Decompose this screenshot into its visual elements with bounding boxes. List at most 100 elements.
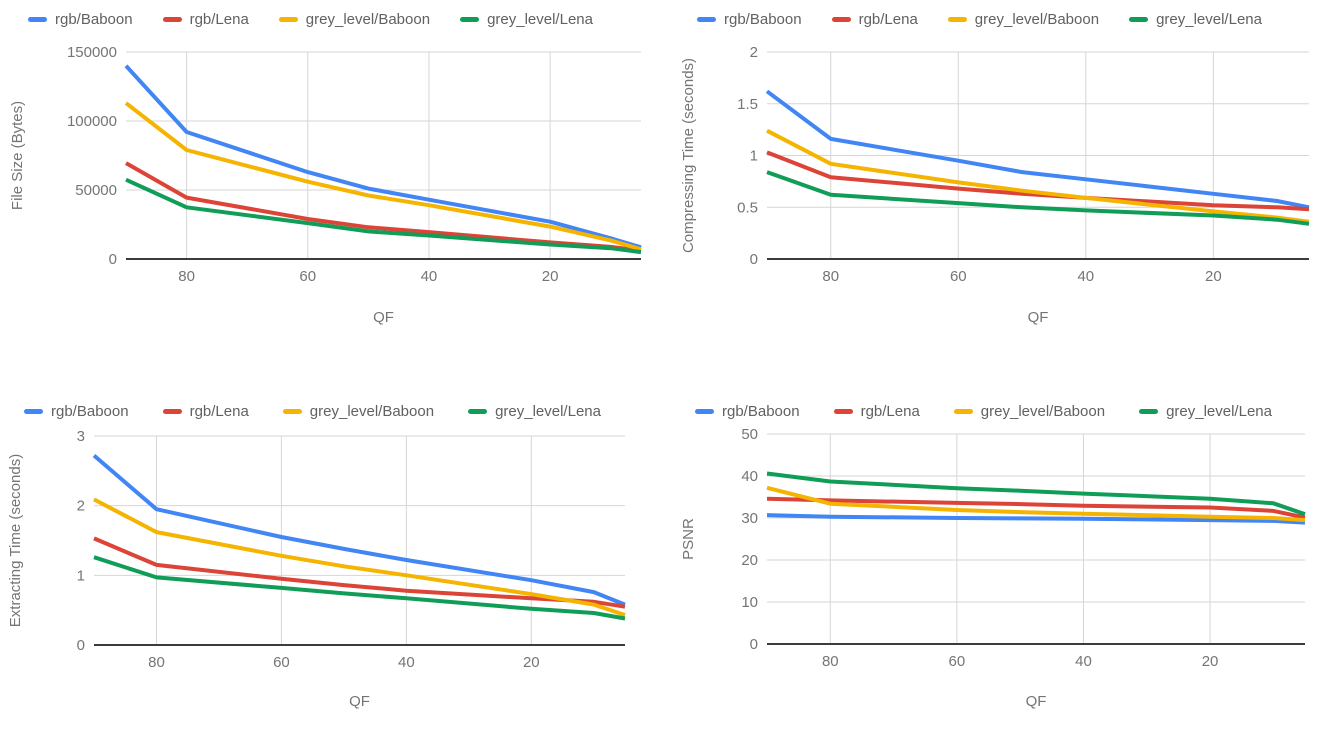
legend-item-rgb-baboon[interactable]: rgb/Baboon (695, 404, 800, 419)
x-tick-label: 80 (178, 268, 195, 285)
series-line-grey-level-baboon (93, 497, 626, 617)
y-tick-label: 0 (109, 251, 117, 268)
y-tick-label: 3 (77, 428, 85, 445)
y-axis-title: PSNR (680, 518, 697, 560)
legend-item-rgb-baboon[interactable]: rgb/Baboon (697, 12, 802, 27)
legend-item-grey-level-baboon[interactable]: grey_level/Baboon (282, 403, 435, 420)
series-line-rgb-lena (766, 150, 1310, 212)
x-tick-label: 40 (1075, 653, 1092, 670)
series-line-rgb-baboon (92, 453, 626, 607)
legend-swatch-icon (460, 17, 480, 22)
y-axis-title: File Size (Bytes) (9, 101, 26, 210)
legend-label: grey_level/Lena (487, 11, 593, 28)
legend-label: rgb/Baboon (722, 403, 800, 420)
legend-swatch-icon (162, 17, 182, 22)
series-line-grey-level-baboon (766, 128, 1310, 224)
series-line-rgb-baboon (765, 89, 1310, 210)
legend-swatch-icon (28, 17, 47, 22)
x-tick-label: 20 (542, 268, 559, 285)
y-axis-title: Extracting Time (seconds) (7, 454, 24, 627)
y-tick-label: 100000 (67, 113, 117, 130)
legend-label: rgb/Baboon (51, 403, 129, 420)
y-tick-label: 0 (77, 637, 85, 654)
legend-label: grey_level/Baboon (974, 11, 1100, 28)
chart-cell-file-size: 80 60 40 20 0 50000 100000 150000 File Size (Byt… (0, 0, 665, 366)
x-tick-label: 80 (822, 653, 839, 670)
x-tick-label: 80 (148, 654, 165, 671)
legend-item-grey-level-lena[interactable]: grey_level/Lena (468, 404, 601, 419)
series-line-rgb-baboon (766, 513, 1306, 525)
series-line-grey-level-lena (125, 177, 642, 255)
legend-label: rgb/Lena (189, 11, 249, 28)
legend-item-grey-level-lena[interactable]: grey_level/Lena (460, 12, 593, 27)
series-line-grey-level-baboon (124, 101, 642, 252)
legend-label: grey_level/Lena (495, 403, 601, 420)
series-line-grey-level-lena (93, 555, 626, 621)
y-tick-label: 2 (77, 498, 85, 515)
y-tick-label: 10 (741, 594, 758, 611)
legend-label: rgb/Baboon (55, 11, 133, 28)
legend-compressing-time: rgb/Baboon rgb/Lena grey_level/Baboon grey_… (697, 12, 1262, 27)
series-line-grey-level-lena (766, 170, 1310, 226)
y-tick-label: 30 (741, 510, 758, 527)
x-tick-label: 20 (1202, 653, 1219, 670)
legend-swatch-icon (953, 409, 973, 414)
y-tick-label: 1 (77, 567, 85, 584)
legend-item-grey-level-lena[interactable]: grey_level/Lena (1139, 404, 1272, 419)
legend-file-size: rgb/Baboon rgb/Lena grey_level/Baboon grey_… (28, 12, 593, 27)
legend-psnr: rgb/Baboon rgb/Lena grey_level/Baboon grey_… (695, 404, 1272, 419)
legend-label: rgb/Lena (858, 11, 918, 28)
legend-swatch-icon (947, 17, 967, 22)
y-tick-label: 50000 (75, 182, 117, 199)
x-axis-title: QF (349, 693, 370, 710)
x-tick-label: 40 (398, 654, 415, 671)
legend-label: grey_level/Baboon (980, 403, 1106, 420)
x-tick-label: 80 (822, 268, 839, 285)
legend-swatch-icon (162, 409, 182, 414)
x-tick-label: 60 (949, 653, 966, 670)
legend-item-rgb-lena[interactable]: rgb/Lena (833, 403, 920, 420)
legend-label: grey_level/Lena (1156, 11, 1262, 28)
legend-item-rgb-baboon[interactable]: rgb/Baboon (24, 404, 129, 419)
y-tick-label: 150000 (67, 44, 117, 61)
y-tick-label: 1.5 (737, 96, 758, 113)
series-line-grey-level-baboon (766, 485, 1306, 523)
legend-label: rgb/Lena (189, 403, 249, 420)
series-line-rgb-lena (766, 496, 1306, 520)
legend-item-grey-level-baboon[interactable]: grey_level/Baboon (953, 403, 1106, 420)
x-tick-label: 20 (1205, 268, 1222, 285)
legend-item-grey-level-baboon[interactable]: grey_level/Baboon (278, 11, 431, 28)
y-tick-label: 2 (750, 44, 758, 61)
y-tick-label: 0 (750, 636, 758, 653)
x-axis-title: QF (373, 309, 394, 326)
legend-label: grey_level/Baboon (305, 11, 431, 28)
legend-swatch-icon (833, 409, 853, 414)
plot-compressing-time: 80 60 40 20 0 0.5 1 1.5 2 Compressing Time (secon… (680, 44, 1310, 326)
legend-item-rgb-lena[interactable]: rgb/Lena (162, 403, 249, 420)
legend-extracting-time: rgb/Baboon rgb/Lena grey_level/Baboon grey_… (24, 404, 601, 419)
y-tick-label: 20 (741, 552, 758, 569)
plot-extracting-time: 80 60 40 20 0 1 2 3 Extracting Time (seconds) QF (7, 428, 626, 710)
legend-swatch-icon (282, 409, 302, 414)
y-tick-label: 50 (741, 426, 758, 443)
legend-swatch-icon (1129, 17, 1149, 22)
series-line-rgb-lena (125, 161, 642, 253)
legend-item-rgb-lena[interactable]: rgb/Lena (831, 11, 918, 28)
legend-item-rgb-baboon[interactable]: rgb/Baboon (28, 12, 133, 27)
y-tick-label: 0.5 (737, 199, 758, 216)
x-tick-label: 60 (299, 268, 316, 285)
legend-swatch-icon (1139, 409, 1159, 414)
x-tick-label: 40 (1077, 268, 1094, 285)
legend-label: rgb/Lena (860, 403, 920, 420)
legend-label: grey_level/Baboon (309, 403, 435, 420)
legend-item-grey-level-lena[interactable]: grey_level/Lena (1129, 12, 1262, 27)
x-tick-label: 20 (523, 654, 540, 671)
legend-item-grey-level-baboon[interactable]: grey_level/Baboon (947, 11, 1100, 28)
chart-cell-extracting-time: 80 60 40 20 0 1 2 3 Extracting Time (seconds) QF r… (0, 366, 665, 733)
legend-item-rgb-lena[interactable]: rgb/Lena (162, 11, 249, 28)
legend-swatch-icon (468, 409, 488, 414)
x-axis-title: QF (1028, 309, 1049, 326)
legend-label: grey_level/Lena (1166, 403, 1272, 420)
legend-swatch-icon (695, 409, 714, 414)
